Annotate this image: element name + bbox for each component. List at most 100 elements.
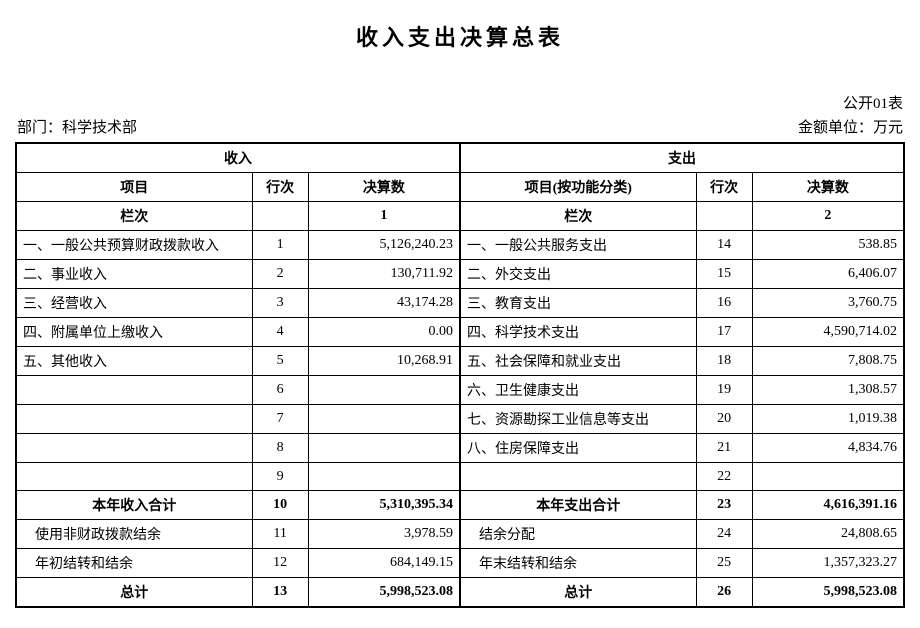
expense-value-cell: 24,808.65 xyxy=(752,520,904,549)
income-item-cell: 五、其他收入 xyxy=(16,347,252,376)
income-value-cell: 5,998,523.08 xyxy=(308,578,460,608)
expense-value-cell: 6,406.07 xyxy=(752,260,904,289)
income-value-cell xyxy=(308,376,460,405)
table-row: 总计135,998,523.08总计265,998,523.08 xyxy=(16,578,904,608)
expense-value-cell: 4,590,714.02 xyxy=(752,318,904,347)
table-body: 一、一般公共预算财政拨款收入15,126,240.23一、一般公共服务支出145… xyxy=(16,231,904,608)
table-row: 五、其他收入510,268.91五、社会保障和就业支出187,808.75 xyxy=(16,347,904,376)
expense-line-cell: 19 xyxy=(696,376,752,405)
expense-item-cell: 年末结转和结余 xyxy=(460,549,696,578)
income-line-cell: 10 xyxy=(252,491,308,520)
income-line-cell: 7 xyxy=(252,405,308,434)
table-row: 三、经营收入343,174.28三、教育支出163,760.75 xyxy=(16,289,904,318)
table-row: 6 六、卫生健康支出191,308.57 xyxy=(16,376,904,405)
income-value-cell: 5,310,395.34 xyxy=(308,491,460,520)
table-row: 本年收入合计105,310,395.34本年支出合计234,616,391.16 xyxy=(16,491,904,520)
income-value-cell: 130,711.92 xyxy=(308,260,460,289)
income-value-cell xyxy=(308,434,460,463)
line-header-1: 行次 xyxy=(252,173,308,202)
expense-line-cell: 21 xyxy=(696,434,752,463)
expense-value-cell: 538.85 xyxy=(752,231,904,260)
expense-line-cell: 20 xyxy=(696,405,752,434)
income-value-cell xyxy=(308,405,460,434)
expense-item-cell: 六、卫生健康支出 xyxy=(460,376,696,405)
income-value-cell: 0.00 xyxy=(308,318,460,347)
column-no-row: 栏次 1 栏次 2 xyxy=(16,202,904,231)
table-row: 二、事业收入2130,711.92二、外交支出156,406.07 xyxy=(16,260,904,289)
income-line-cell: 8 xyxy=(252,434,308,463)
expense-item-cell: 七、资源勘探工业信息等支出 xyxy=(460,405,696,434)
expense-line-cell: 14 xyxy=(696,231,752,260)
dept-label: 部门： xyxy=(17,120,62,136)
expense-value-cell: 3,760.75 xyxy=(752,289,904,318)
income-item-cell xyxy=(16,434,252,463)
colno-empty-1 xyxy=(252,202,308,231)
income-value-cell: 43,174.28 xyxy=(308,289,460,318)
income-line-cell: 6 xyxy=(252,376,308,405)
form-code: 公开01表 xyxy=(798,92,903,113)
income-item-cell: 本年收入合计 xyxy=(16,491,252,520)
income-line-cell: 3 xyxy=(252,289,308,318)
income-line-cell: 5 xyxy=(252,347,308,376)
income-item-cell: 总计 xyxy=(16,578,252,608)
unit-label: 金额单位：万元 xyxy=(798,116,903,137)
dept-info: 部门：科学技术部 xyxy=(17,116,137,137)
expense-value-cell: 4,834.76 xyxy=(752,434,904,463)
expense-item-cell: 本年支出合计 xyxy=(460,491,696,520)
header-group-row: 收入 支出 xyxy=(16,143,904,173)
table-row: 年初结转和结余12684,149.15年末结转和结余251,357,323.27 xyxy=(16,549,904,578)
expense-line-cell: 24 xyxy=(696,520,752,549)
expense-item-cell: 四、科学技术支出 xyxy=(460,318,696,347)
item-income-header: 项目 xyxy=(16,173,252,202)
table-row: 一、一般公共预算财政拨款收入15,126,240.23一、一般公共服务支出145… xyxy=(16,231,904,260)
expense-line-cell: 26 xyxy=(696,578,752,608)
income-value-cell: 684,149.15 xyxy=(308,549,460,578)
expense-value-cell xyxy=(752,463,904,491)
income-value-cell: 3,978.59 xyxy=(308,520,460,549)
income-item-cell: 一、一般公共预算财政拨款收入 xyxy=(16,231,252,260)
income-line-cell: 1 xyxy=(252,231,308,260)
income-line-cell: 2 xyxy=(252,260,308,289)
settlement-table: 收入 支出 项目 行次 决算数 项目(按功能分类) 行次 决算数 栏次 1 栏次… xyxy=(15,142,905,608)
expense-value-cell: 1,308.57 xyxy=(752,376,904,405)
income-item-cell: 使用非财政拨款结余 xyxy=(16,520,252,549)
expense-line-cell: 16 xyxy=(696,289,752,318)
income-item-cell: 二、事业收入 xyxy=(16,260,252,289)
income-item-cell: 三、经营收入 xyxy=(16,289,252,318)
expense-item-cell: 三、教育支出 xyxy=(460,289,696,318)
expense-value-cell: 5,998,523.08 xyxy=(752,578,904,608)
header-row: 项目 行次 决算数 项目(按功能分类) 行次 决算数 xyxy=(16,173,904,202)
expense-item-cell: 八、住房保障支出 xyxy=(460,434,696,463)
table-row: 922 xyxy=(16,463,904,491)
expense-line-cell: 17 xyxy=(696,318,752,347)
table-row: 8 八、住房保障支出214,834.76 xyxy=(16,434,904,463)
expense-line-cell: 25 xyxy=(696,549,752,578)
settle-header-1: 决算数 xyxy=(308,173,460,202)
expense-line-cell: 15 xyxy=(696,260,752,289)
income-line-cell: 4 xyxy=(252,318,308,347)
income-group-header: 收入 xyxy=(16,143,460,173)
expense-line-cell: 23 xyxy=(696,491,752,520)
expense-group-header: 支出 xyxy=(460,143,904,173)
expense-item-cell xyxy=(460,463,696,491)
colno-label-2: 栏次 xyxy=(460,202,696,231)
income-item-cell: 年初结转和结余 xyxy=(16,549,252,578)
income-value-cell: 5,126,240.23 xyxy=(308,231,460,260)
col1-header: 1 xyxy=(308,202,460,231)
income-item-cell xyxy=(16,463,252,491)
income-value-cell: 10,268.91 xyxy=(308,347,460,376)
dept-value: 科学技术部 xyxy=(62,120,137,136)
income-line-cell: 13 xyxy=(252,578,308,608)
item-expense-header: 项目(按功能分类) xyxy=(460,173,696,202)
meta-right: 公开01表 金额单位：万元 xyxy=(798,92,903,140)
expense-value-cell: 7,808.75 xyxy=(752,347,904,376)
expense-item-cell: 五、社会保障和就业支出 xyxy=(460,347,696,376)
expense-value-cell: 1,357,323.27 xyxy=(752,549,904,578)
settle-header-2: 决算数 xyxy=(752,173,904,202)
page-title: 收入支出决算总表 xyxy=(15,20,905,52)
col2-header: 2 xyxy=(752,202,904,231)
income-item-cell xyxy=(16,376,252,405)
income-line-cell: 11 xyxy=(252,520,308,549)
expense-item-cell: 二、外交支出 xyxy=(460,260,696,289)
line-header-2: 行次 xyxy=(696,173,752,202)
